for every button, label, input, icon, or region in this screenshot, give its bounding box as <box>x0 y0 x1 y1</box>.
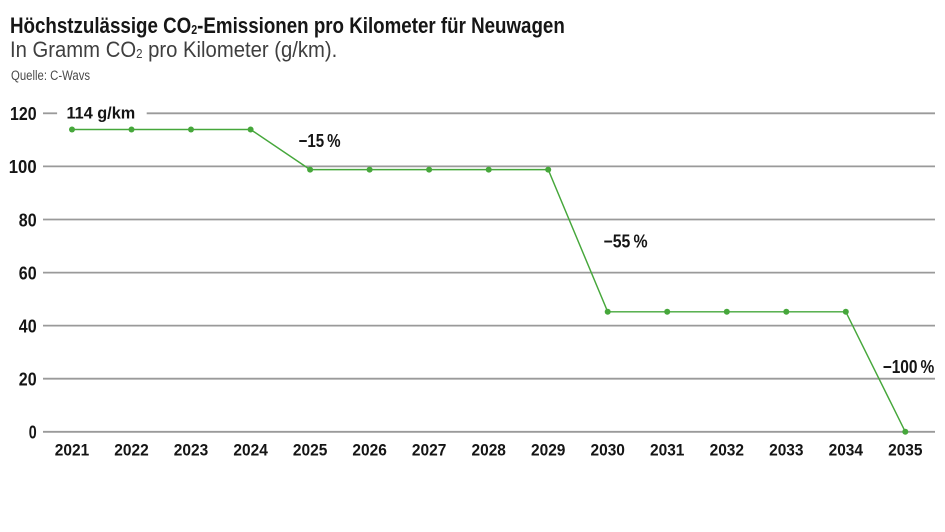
svg-text:2035: 2035 <box>888 441 922 460</box>
svg-text:−100 %: −100 % <box>883 357 935 377</box>
svg-text:0: 0 <box>29 423 37 443</box>
svg-text:2022: 2022 <box>114 441 148 460</box>
svg-text:100: 100 <box>9 157 37 177</box>
svg-text:−15 %: −15 % <box>299 131 341 151</box>
svg-text:2028: 2028 <box>472 441 506 460</box>
svg-text:20: 20 <box>19 370 37 390</box>
svg-text:2033: 2033 <box>769 441 803 460</box>
svg-text:2029: 2029 <box>531 441 565 460</box>
svg-text:2034: 2034 <box>829 441 864 460</box>
svg-text:2026: 2026 <box>352 441 386 460</box>
svg-text:2025: 2025 <box>293 441 327 460</box>
svg-text:2021: 2021 <box>55 441 89 460</box>
svg-text:120: 120 <box>10 104 37 124</box>
svg-text:80: 80 <box>19 210 37 230</box>
svg-text:2030: 2030 <box>591 441 625 460</box>
svg-text:40: 40 <box>19 316 37 336</box>
svg-text:60: 60 <box>19 263 37 283</box>
svg-text:−55 %: −55 % <box>604 231 648 251</box>
svg-text:114 g/km: 114 g/km <box>67 103 136 122</box>
svg-text:2024: 2024 <box>233 441 268 460</box>
svg-text:2032: 2032 <box>710 441 744 460</box>
svg-text:2023: 2023 <box>174 441 208 460</box>
svg-text:2031: 2031 <box>650 441 684 460</box>
svg-text:2027: 2027 <box>412 441 446 460</box>
